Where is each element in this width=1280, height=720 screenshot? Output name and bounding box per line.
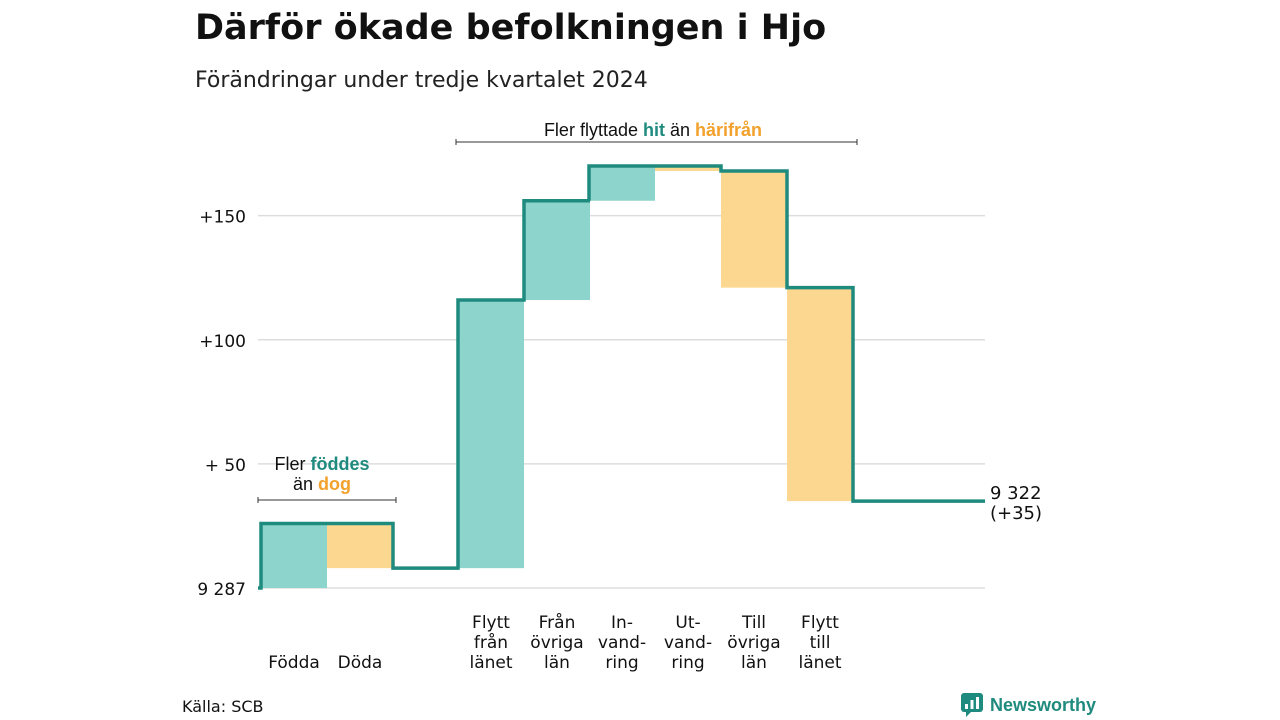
x-category-label: län <box>741 653 767 673</box>
cumulative-step-line <box>258 164 985 590</box>
x-category-label: ring <box>605 653 638 673</box>
annotation-segment: härifrån <box>695 120 762 140</box>
x-category-label: vand- <box>598 633 646 653</box>
newsworthy-logo: Newsworthy <box>960 692 1096 718</box>
x-category-label: övriga <box>727 633 780 653</box>
annotation-segment: föddes <box>310 454 369 474</box>
increase-bar <box>458 300 524 569</box>
increase-bar <box>589 166 655 201</box>
chart-title: Därför ökade befolkningen i Hjo <box>195 8 827 48</box>
x-category-label: vand- <box>664 633 712 653</box>
end-value-label: 9 322 <box>990 483 1042 504</box>
x-category-label: Från <box>539 612 576 633</box>
annotation-segment: än <box>293 474 318 494</box>
y-tick-label: 9 287 <box>197 580 246 600</box>
increase-bar <box>524 200 590 301</box>
x-category-label: länet <box>798 653 841 673</box>
annotation-segment: hit <box>643 120 665 140</box>
annotation-segment: än <box>665 120 695 140</box>
increase-bar <box>261 523 327 588</box>
logo-text: Newsworthy <box>990 694 1097 715</box>
decrease-bar <box>655 166 721 171</box>
x-category-label: Ut- <box>675 613 700 633</box>
y-tick-label: + 50 <box>205 456 246 476</box>
x-category-label: till <box>810 633 831 653</box>
group-annotation: än dog <box>293 474 351 494</box>
x-category-label: Till <box>741 613 766 633</box>
group-annotation: Fler flyttade hit än härifrån <box>544 120 762 140</box>
chart-subtitle: Förändringar under tredje kvartalet 2024 <box>195 68 648 93</box>
x-category-label: övriga <box>530 633 583 653</box>
x-category-label: In- <box>611 613 633 633</box>
y-tick-label: +150 <box>199 208 246 228</box>
x-category-label: från <box>474 632 508 653</box>
decrease-bar <box>787 287 853 502</box>
x-category-label: länet <box>469 653 512 673</box>
x-category-label: Födda <box>268 653 320 673</box>
annotation-segment: Fler <box>274 454 310 474</box>
source-note: Källa: SCB <box>182 697 264 716</box>
x-category-label: län <box>544 653 570 673</box>
annotation-segment: Fler flyttade <box>544 120 643 140</box>
x-category-label: ring <box>671 653 704 673</box>
bar-chart-badge-icon <box>961 693 983 717</box>
x-category-label: Flytt <box>801 613 839 633</box>
x-category-label: Döda <box>338 653 383 673</box>
end-value-label: (+35) <box>990 503 1042 524</box>
decrease-bar <box>327 523 393 569</box>
decrease-bar <box>721 170 787 288</box>
annotation-segment: dog <box>318 474 351 494</box>
x-category-label: Flytt <box>472 613 510 633</box>
group-annotation: Fler föddes <box>274 454 369 474</box>
y-tick-label: +100 <box>199 332 246 352</box>
